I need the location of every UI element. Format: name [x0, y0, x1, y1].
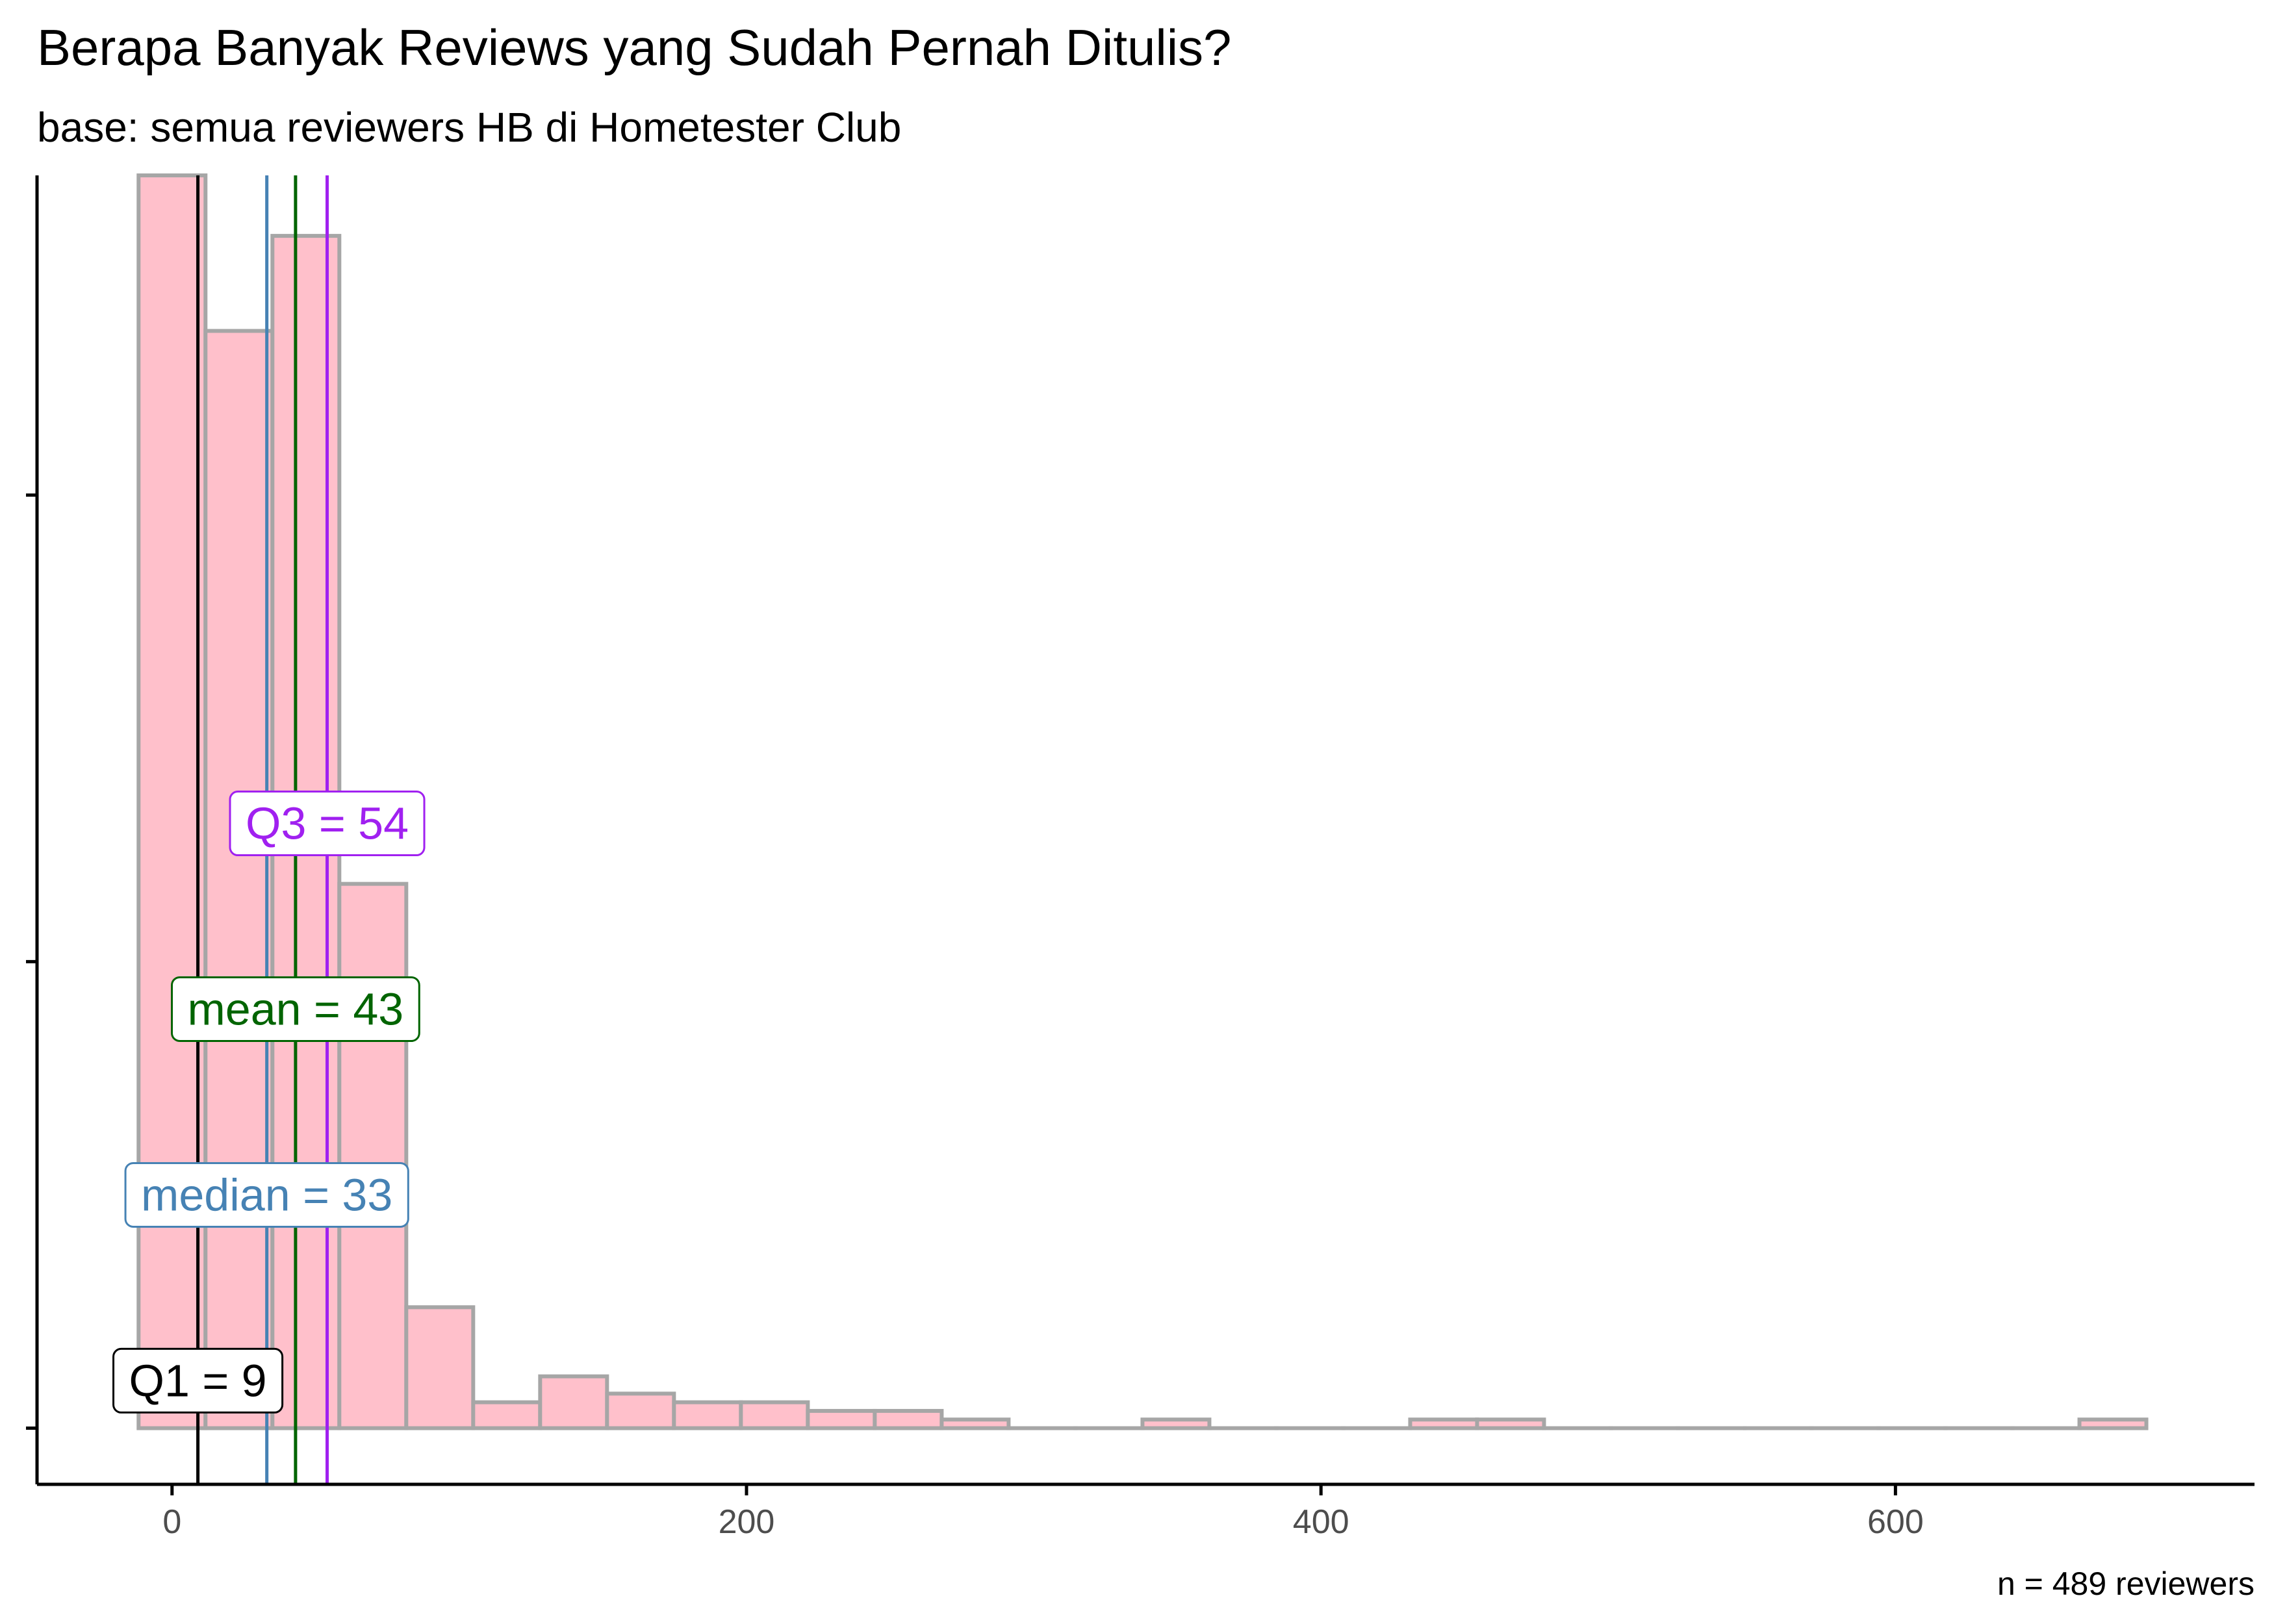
- histogram-bar-3: [337, 882, 409, 1430]
- Q1-label-text: Q1 = 9: [129, 1355, 267, 1406]
- Q3-label-text: Q3 = 54: [246, 798, 409, 849]
- mean-label-text: mean = 43: [188, 983, 404, 1034]
- x-tick-label-600: 600: [1867, 1503, 1924, 1541]
- reference-labels: Q1 = 9 median = 33 mean = 43 Q3 = 54: [112, 791, 426, 1414]
- axes: 0 200 400 600: [26, 175, 2255, 1541]
- histogram-bar-1: [203, 329, 275, 1430]
- histogram-bar-7: [605, 1391, 676, 1430]
- median-label: median = 33: [124, 1161, 409, 1228]
- mean-label: mean = 43: [171, 976, 420, 1042]
- histogram-bar-11: [873, 1408, 944, 1430]
- histogram-bar-12: [939, 1417, 1011, 1430]
- histogram-bar-5: [471, 1400, 543, 1430]
- chart-title: Berapa Banyak Reviews yang Sudah Pernah …: [37, 19, 1231, 76]
- histogram-bars: [136, 173, 2149, 1430]
- chart-subtitle: base: semua reviewers HB di Hometester C…: [37, 104, 901, 151]
- histogram-bar-19: [1408, 1417, 1479, 1430]
- histogram-bar-15: [1140, 1417, 1212, 1430]
- Q3-label: Q3 = 54: [229, 791, 426, 857]
- histogram-bar-4: [404, 1305, 476, 1430]
- median-label-box: [124, 1161, 409, 1228]
- histogram-bar-10: [806, 1408, 877, 1430]
- median-label-text: median = 33: [141, 1169, 392, 1220]
- chart-caption: n = 489 reviewers: [1997, 1566, 2255, 1602]
- histogram-bar-8: [672, 1400, 743, 1430]
- histogram-bar-20: [1475, 1417, 1546, 1430]
- x-tick-label-0: 0: [162, 1503, 181, 1541]
- mean-label-box: [171, 976, 420, 1042]
- histogram-bar-0: [136, 173, 208, 1430]
- Q3-label-box: [229, 791, 426, 857]
- Q1-label: Q1 = 9: [112, 1347, 284, 1414]
- histogram-bar-6: [538, 1374, 609, 1430]
- Q1-label-box: [112, 1347, 284, 1414]
- histogram-bar-29: [2077, 1417, 2149, 1430]
- x-tick-label-400: 400: [1293, 1503, 1349, 1541]
- histogram-bar-9: [739, 1400, 810, 1430]
- x-tick-label-200: 200: [719, 1503, 775, 1541]
